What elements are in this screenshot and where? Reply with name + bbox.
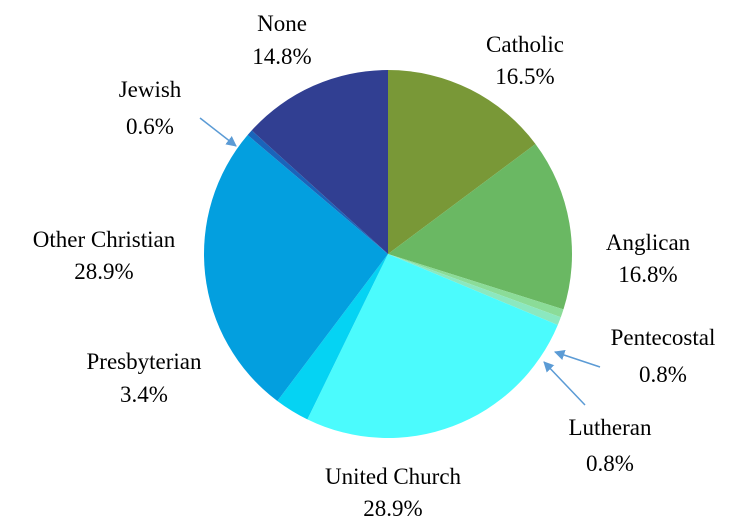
slice-lutheran	[388, 254, 561, 325]
slice-label-catholic: Catholic	[486, 32, 564, 57]
slice-label-presbyterian: Presbyterian	[87, 349, 202, 374]
slice-other-christian	[203, 135, 388, 402]
slice-anglican	[388, 143, 573, 310]
leader-line-lutheran	[543, 361, 586, 406]
leader-lines	[199, 117, 601, 406]
slice-label-none: None	[257, 11, 307, 36]
slice-none	[251, 70, 388, 254]
slice-value-united-church: 28.9%	[363, 496, 422, 521]
slice-value-jewish: 0.6%	[126, 114, 174, 139]
slice-pentecostal	[388, 254, 564, 318]
slice-label-pentecostal: Pentecostal	[611, 325, 716, 350]
slice-presbyterian	[277, 254, 388, 420]
slice-value-lutheran: 0.8%	[586, 451, 634, 476]
slice-label-other-christian: Other Christian	[33, 227, 176, 252]
slice-label-jewish: Jewish	[119, 77, 182, 102]
slice-value-presbyterian: 3.4%	[120, 382, 168, 407]
slice-value-anglican: 16.8%	[618, 262, 677, 287]
slice-united-church	[307, 254, 558, 438]
slice-label-united-church: United Church	[325, 464, 462, 489]
slice-value-none: 14.8%	[252, 44, 311, 69]
slice-catholic	[388, 70, 536, 254]
slice-label-anglican: Anglican	[606, 230, 691, 255]
slice-labels: Catholic 16.5% Anglican 16.8% Pentecostal 0.8…	[33, 11, 716, 521]
slice-value-other-christian: 28.9%	[74, 259, 133, 284]
slice-value-pentecostal: 0.8%	[639, 362, 687, 387]
slice-label-lutheran: Lutheran	[568, 415, 652, 440]
pie-slices	[203, 70, 573, 438]
slice-jewish	[247, 130, 388, 254]
leader-line-pentecostal	[554, 350, 601, 368]
leader-line-jewish	[199, 117, 237, 147]
slice-value-catholic: 16.5%	[495, 64, 554, 89]
